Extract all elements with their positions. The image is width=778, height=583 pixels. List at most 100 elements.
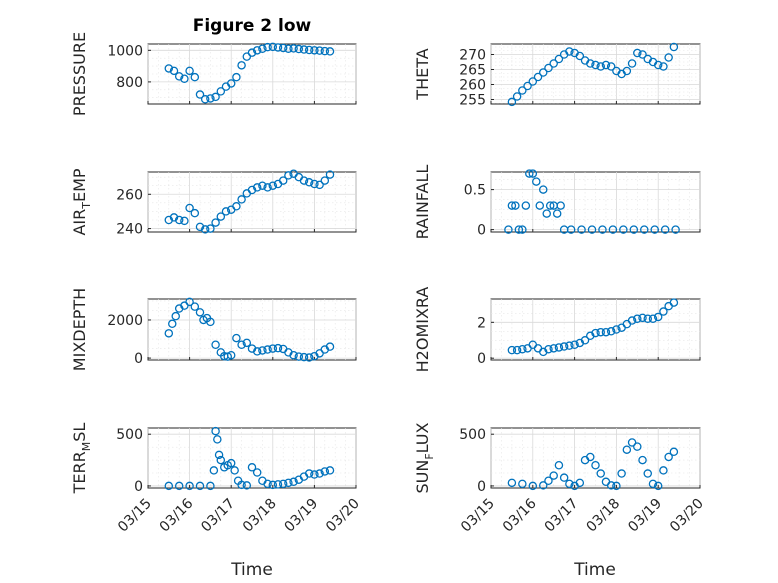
data-point bbox=[278, 479, 288, 489]
y-tick-label: 0 bbox=[477, 223, 486, 239]
data-point bbox=[633, 48, 642, 58]
data-point bbox=[190, 72, 200, 82]
data-point bbox=[252, 183, 262, 192]
x-tick-label: 03/20 bbox=[667, 496, 707, 536]
data-point bbox=[544, 476, 553, 486]
data-point bbox=[325, 342, 335, 351]
data-point bbox=[565, 47, 574, 56]
data-point bbox=[659, 466, 668, 475]
x-tick-label: 03/18 bbox=[583, 496, 623, 536]
data-point bbox=[518, 479, 527, 489]
data-point bbox=[195, 308, 205, 317]
data-point bbox=[258, 44, 267, 53]
data-point bbox=[164, 64, 174, 73]
data-point bbox=[195, 90, 205, 99]
data-point bbox=[171, 311, 180, 321]
data-point bbox=[554, 460, 564, 470]
data-point bbox=[315, 180, 324, 190]
data-point bbox=[549, 344, 558, 353]
data-point bbox=[577, 225, 586, 234]
data-point bbox=[544, 63, 553, 73]
y-tick-label: 0.5 bbox=[464, 183, 486, 199]
data-point bbox=[648, 479, 658, 489]
data-point bbox=[258, 181, 267, 190]
y-tick-label: 255 bbox=[459, 93, 486, 109]
data-point bbox=[552, 209, 562, 218]
data-point bbox=[206, 94, 215, 103]
data-point bbox=[518, 225, 527, 234]
y-tick-label: 0 bbox=[134, 479, 143, 495]
data-point bbox=[263, 42, 272, 52]
data-point bbox=[627, 316, 637, 325]
y-tick-label: 265 bbox=[459, 63, 486, 79]
data-point bbox=[315, 46, 324, 55]
data-point bbox=[185, 203, 194, 213]
data-point bbox=[559, 473, 569, 482]
data-point bbox=[507, 201, 517, 210]
data-point bbox=[252, 468, 262, 477]
data-point bbox=[612, 481, 621, 491]
data-point bbox=[190, 302, 200, 311]
data-point bbox=[638, 455, 647, 465]
data-point bbox=[164, 329, 174, 338]
data-point bbox=[242, 52, 252, 61]
data-point bbox=[268, 344, 278, 353]
data-point bbox=[545, 201, 555, 210]
data-point bbox=[580, 336, 590, 345]
data-point bbox=[606, 62, 616, 71]
data-point bbox=[507, 345, 517, 355]
data-point bbox=[268, 181, 278, 190]
subplot-6: 0 2 H2OMIXRA bbox=[413, 287, 701, 372]
data-point bbox=[214, 450, 224, 460]
plot-area bbox=[147, 427, 357, 489]
data-point bbox=[606, 327, 616, 336]
data-point bbox=[622, 66, 632, 76]
data-point bbox=[575, 51, 585, 61]
data-point bbox=[242, 338, 252, 348]
x-tick-label: 03/19 bbox=[625, 496, 665, 536]
data-point bbox=[258, 346, 267, 355]
data-point bbox=[591, 460, 600, 470]
subplot-3: 240 260 AIRTEMP bbox=[70, 168, 357, 238]
data-point bbox=[587, 225, 597, 234]
data-point bbox=[230, 466, 239, 475]
data-point bbox=[263, 345, 272, 354]
data-point bbox=[263, 479, 272, 489]
data-point bbox=[232, 333, 241, 343]
data-point bbox=[606, 481, 616, 490]
data-point bbox=[190, 208, 200, 218]
data-point bbox=[648, 314, 658, 323]
figure-title: Figure 2 low bbox=[193, 16, 312, 36]
data-point bbox=[638, 50, 647, 59]
y-tick-label: 500 bbox=[116, 427, 143, 443]
y-tick-label: 270 bbox=[459, 48, 486, 64]
data-point bbox=[669, 298, 679, 307]
data-point bbox=[185, 297, 194, 307]
x-tick-label: 03/15 bbox=[458, 496, 498, 536]
data-point bbox=[252, 46, 262, 55]
y-axis-label: MIXDEPTH bbox=[70, 288, 89, 371]
data-point bbox=[206, 317, 215, 327]
data-point bbox=[325, 170, 335, 179]
data-point bbox=[528, 169, 538, 178]
data-point bbox=[643, 314, 653, 323]
data-point bbox=[596, 62, 605, 71]
data-point bbox=[232, 202, 241, 211]
x-tick-label: 03/16 bbox=[157, 496, 197, 536]
data-point bbox=[304, 353, 314, 362]
data-point bbox=[278, 176, 288, 185]
data-point bbox=[164, 215, 174, 225]
data-point bbox=[174, 481, 184, 491]
data-point bbox=[518, 344, 527, 354]
data-point bbox=[169, 213, 179, 222]
data-point bbox=[570, 340, 579, 349]
data-point bbox=[169, 66, 179, 76]
data-point bbox=[174, 72, 184, 81]
data-point bbox=[299, 45, 309, 54]
data-point bbox=[544, 344, 553, 354]
data-point bbox=[640, 225, 649, 234]
y-tick-label: 260 bbox=[459, 78, 486, 94]
data-point bbox=[216, 455, 226, 465]
y-tick-label: 2000 bbox=[107, 313, 143, 329]
